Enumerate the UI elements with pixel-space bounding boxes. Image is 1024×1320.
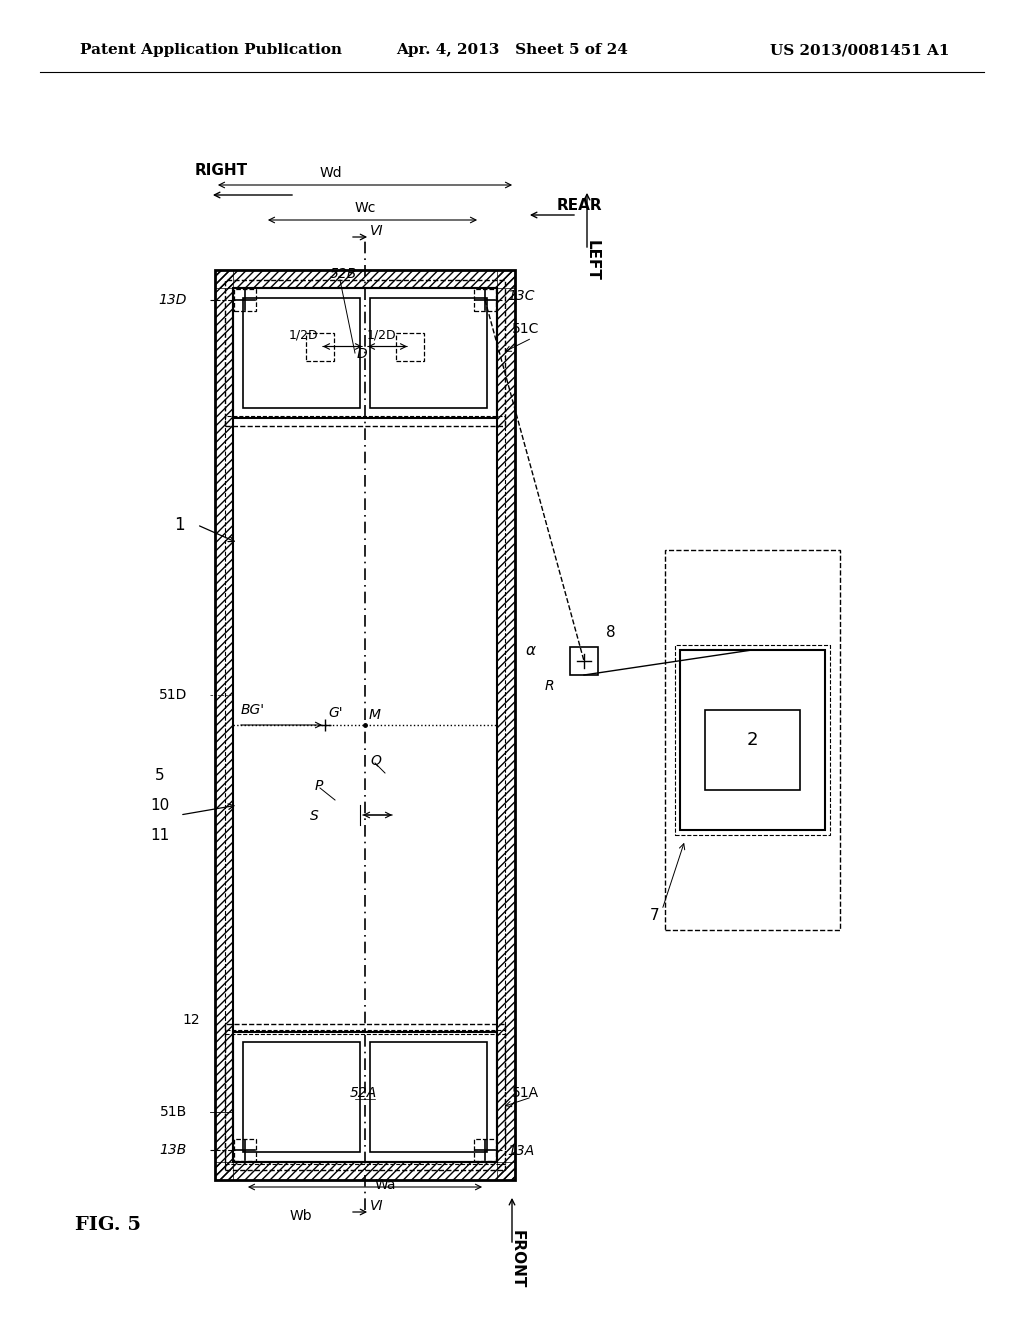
Text: 51C: 51C [512, 322, 540, 337]
Text: LEFT: LEFT [585, 240, 599, 281]
Bar [215, 271, 515, 1180]
Text: G': G' [328, 706, 343, 719]
Text: Wb: Wb [290, 1209, 312, 1224]
Text: Wd: Wd [319, 166, 343, 180]
Bar [370, 1041, 487, 1152]
Text: R: R [545, 678, 555, 693]
Text: REAR: REAR [557, 198, 603, 213]
Text: 1: 1 [174, 516, 185, 533]
Text: 13A: 13A [507, 1144, 535, 1158]
Text: VI: VI [370, 1199, 384, 1213]
Text: FRONT: FRONT [510, 1230, 524, 1288]
Text: 7: 7 [650, 908, 659, 923]
Text: 5: 5 [156, 767, 165, 783]
Bar [243, 298, 360, 408]
Text: 52A: 52A [350, 1086, 377, 1100]
Text: 51B: 51B [160, 1105, 187, 1119]
Text: Patent Application Publication: Patent Application Publication [80, 44, 342, 57]
Text: 1/2D: 1/2D [367, 329, 396, 342]
Text: Q: Q [370, 754, 381, 768]
Text: 13C: 13C [507, 289, 535, 304]
Bar [705, 710, 800, 789]
Bar [570, 647, 598, 675]
Bar [215, 271, 233, 1180]
Text: M: M [369, 708, 381, 722]
Text: US 2013/0081451 A1: US 2013/0081451 A1 [770, 44, 950, 57]
Bar [225, 1030, 505, 1164]
Bar [396, 333, 424, 360]
Text: 1/2D: 1/2D [289, 329, 318, 342]
Bar [474, 1139, 496, 1162]
Text: 2: 2 [746, 731, 758, 748]
Bar [680, 649, 825, 830]
Text: 13B: 13B [160, 1143, 187, 1158]
Text: 11: 11 [151, 828, 170, 842]
Text: Apr. 4, 2013   Sheet 5 of 24: Apr. 4, 2013 Sheet 5 of 24 [396, 44, 628, 57]
Bar [243, 1041, 360, 1152]
Bar [233, 1032, 497, 1162]
Text: Wa: Wa [375, 1177, 396, 1192]
Bar [234, 1139, 256, 1162]
Bar [225, 416, 505, 1034]
Text: Wc: Wc [355, 201, 377, 215]
Bar [225, 1024, 505, 1170]
Bar [675, 645, 830, 836]
Text: FIG. 5: FIG. 5 [75, 1216, 141, 1234]
Text: 51D: 51D [159, 688, 187, 702]
Text: P: P [315, 779, 324, 793]
Text: 13D: 13D [159, 293, 187, 308]
Bar [225, 280, 505, 426]
Text: BG': BG' [241, 704, 265, 717]
Bar [215, 271, 515, 288]
Bar [306, 333, 334, 360]
Bar [370, 298, 487, 408]
Bar [233, 288, 497, 418]
Text: 51A: 51A [512, 1086, 539, 1100]
Text: S: S [310, 809, 318, 822]
Bar [215, 1162, 515, 1180]
Bar [234, 289, 256, 312]
Text: RIGHT: RIGHT [195, 162, 248, 178]
Bar [233, 288, 497, 1162]
Text: $\alpha$: $\alpha$ [525, 643, 537, 657]
Text: VI: VI [370, 224, 384, 238]
Text: 52B: 52B [330, 267, 357, 281]
Text: D: D [356, 347, 368, 362]
Bar [497, 271, 515, 1180]
Bar [474, 289, 496, 312]
Text: 8: 8 [606, 624, 615, 640]
Bar [665, 550, 840, 931]
Text: 10: 10 [151, 797, 170, 813]
Text: 12: 12 [182, 1012, 200, 1027]
